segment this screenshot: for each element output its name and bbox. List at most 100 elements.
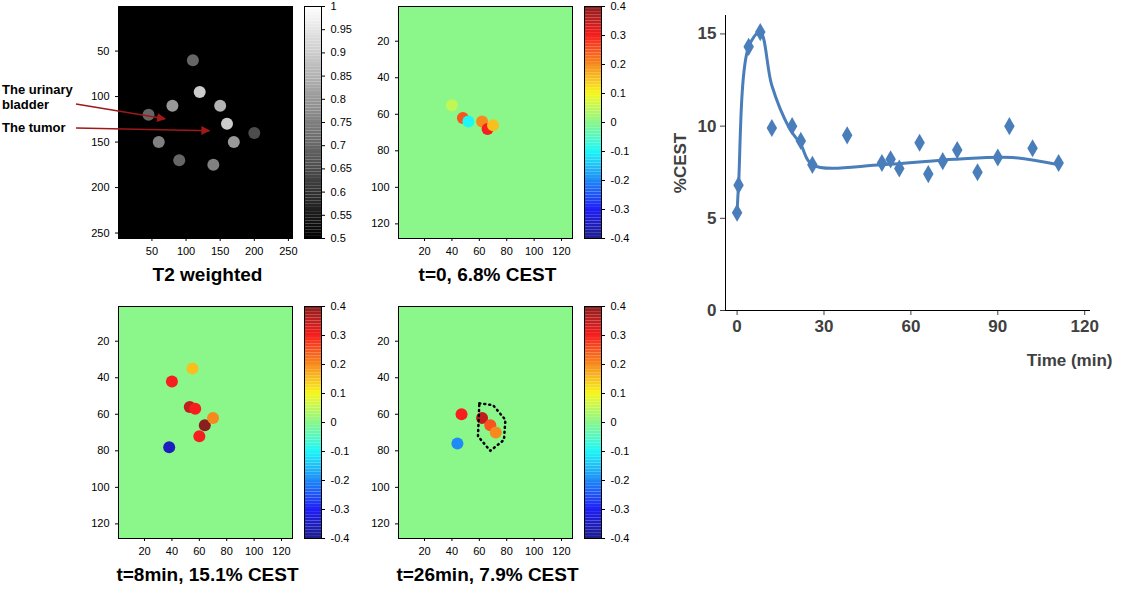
svg-text:0.8: 0.8 (331, 93, 346, 105)
svg-text:0.4: 0.4 (331, 300, 346, 312)
svg-text:60: 60 (473, 545, 485, 557)
svg-text:0: 0 (611, 116, 617, 128)
svg-text:100: 100 (525, 245, 543, 257)
svg-text:60: 60 (193, 545, 205, 557)
svg-text:-0.4: -0.4 (611, 532, 630, 544)
html-text:The urinary bladder: The urinary bladder (2, 82, 73, 112)
svg-text:80: 80 (501, 245, 513, 257)
svg-text:120: 120 (371, 517, 389, 529)
svg-text:20: 20 (377, 35, 389, 47)
svg-text:250: 250 (279, 245, 297, 257)
svg-text:40: 40 (166, 545, 178, 557)
svg-text:0.4: 0.4 (611, 0, 626, 12)
svg-text:0.2: 0.2 (611, 58, 626, 70)
svg-text:100: 100 (91, 481, 109, 493)
svg-text:60: 60 (377, 408, 389, 420)
svg-text:0: 0 (707, 301, 716, 320)
svg-text:80: 80 (377, 444, 389, 456)
svg-text:50: 50 (97, 45, 109, 57)
svg-text:5: 5 (707, 209, 716, 228)
svg-text:Time (min): Time (min) (1027, 351, 1113, 370)
svg-text:60: 60 (901, 317, 920, 336)
svg-text:0: 0 (611, 416, 617, 428)
svg-text:40: 40 (377, 371, 389, 383)
svg-text:0.5: 0.5 (331, 232, 346, 244)
svg-text:100: 100 (525, 545, 543, 557)
svg-text:150: 150 (211, 245, 229, 257)
svg-text:0.55: 0.55 (331, 209, 352, 221)
svg-text:120: 120 (91, 517, 109, 529)
html-text:t=0, 6.8% CEST: t=0, 6.8% CEST (418, 264, 557, 285)
html-text:t=26min, 7.9% CEST: t=26min, 7.9% CEST (396, 564, 579, 585)
svg-text:50: 50 (146, 245, 158, 257)
svg-text:250: 250 (91, 227, 109, 239)
svg-text:-0.2: -0.2 (611, 474, 630, 486)
svg-text:1: 1 (331, 0, 337, 12)
svg-text:0.9: 0.9 (331, 46, 346, 58)
html-text:t=8min, 15.1% CEST: t=8min, 15.1% CEST (116, 564, 299, 585)
svg-text:0.75: 0.75 (331, 116, 352, 128)
svg-text:100: 100 (177, 245, 195, 257)
svg-text:100: 100 (245, 545, 263, 557)
svg-text:40: 40 (377, 71, 389, 83)
svg-text:0: 0 (331, 416, 337, 428)
svg-text:80: 80 (97, 444, 109, 456)
svg-text:60: 60 (97, 408, 109, 420)
svg-text:200: 200 (245, 245, 263, 257)
svg-text:0.1: 0.1 (611, 87, 626, 99)
svg-text:0.2: 0.2 (331, 358, 346, 370)
svg-text:60: 60 (473, 245, 485, 257)
svg-text:0.1: 0.1 (611, 387, 626, 399)
svg-text:0.1: 0.1 (331, 387, 346, 399)
svg-text:0.3: 0.3 (611, 29, 626, 41)
svg-text:40: 40 (97, 371, 109, 383)
svg-text:80: 80 (377, 144, 389, 156)
svg-text:40: 40 (446, 545, 458, 557)
svg-text:-0.2: -0.2 (331, 474, 350, 486)
svg-text:80: 80 (501, 545, 513, 557)
svg-text:-0.4: -0.4 (611, 232, 630, 244)
svg-text:30: 30 (815, 317, 834, 336)
svg-text:0.3: 0.3 (331, 329, 346, 341)
svg-text:0.65: 0.65 (331, 162, 352, 174)
svg-text:-0.3: -0.3 (611, 203, 630, 215)
svg-text:-0.1: -0.1 (611, 145, 630, 157)
svg-text:0.6: 0.6 (331, 186, 346, 198)
svg-text:120: 120 (1071, 317, 1099, 336)
svg-text:100: 100 (91, 90, 109, 102)
svg-text:-0.1: -0.1 (611, 445, 630, 457)
svg-text:80: 80 (221, 545, 233, 557)
svg-text:100: 100 (371, 481, 389, 493)
svg-text:-0.3: -0.3 (611, 503, 630, 515)
svg-text:-0.4: -0.4 (331, 532, 350, 544)
svg-text:-0.1: -0.1 (331, 445, 350, 457)
svg-text:90: 90 (988, 317, 1007, 336)
svg-text:0: 0 (732, 317, 741, 336)
svg-text:%CEST: %CEST (671, 132, 690, 193)
svg-text:200: 200 (91, 181, 109, 193)
svg-text:20: 20 (138, 545, 150, 557)
svg-text:120: 120 (272, 545, 290, 557)
svg-text:-0.3: -0.3 (331, 503, 350, 515)
svg-text:20: 20 (418, 245, 430, 257)
svg-text:0.7: 0.7 (331, 139, 346, 151)
svg-text:20: 20 (418, 545, 430, 557)
svg-text:40: 40 (446, 245, 458, 257)
html-text:T2 weighted: T2 weighted (152, 264, 263, 285)
svg-text:0.85: 0.85 (331, 70, 352, 82)
svg-text:0.3: 0.3 (611, 329, 626, 341)
svg-text:150: 150 (91, 136, 109, 148)
svg-text:20: 20 (377, 335, 389, 347)
svg-text:120: 120 (371, 217, 389, 229)
svg-text:100: 100 (371, 181, 389, 193)
svg-text:60: 60 (377, 108, 389, 120)
svg-text:120: 120 (552, 545, 570, 557)
svg-text:-0.2: -0.2 (611, 174, 630, 186)
svg-text:15: 15 (698, 24, 717, 43)
svg-text:10: 10 (698, 117, 717, 136)
svg-text:0.95: 0.95 (331, 23, 352, 35)
svg-text:0.4: 0.4 (611, 300, 626, 312)
svg-text:0.2: 0.2 (611, 358, 626, 370)
svg-text:20: 20 (97, 335, 109, 347)
svg-text:120: 120 (552, 245, 570, 257)
